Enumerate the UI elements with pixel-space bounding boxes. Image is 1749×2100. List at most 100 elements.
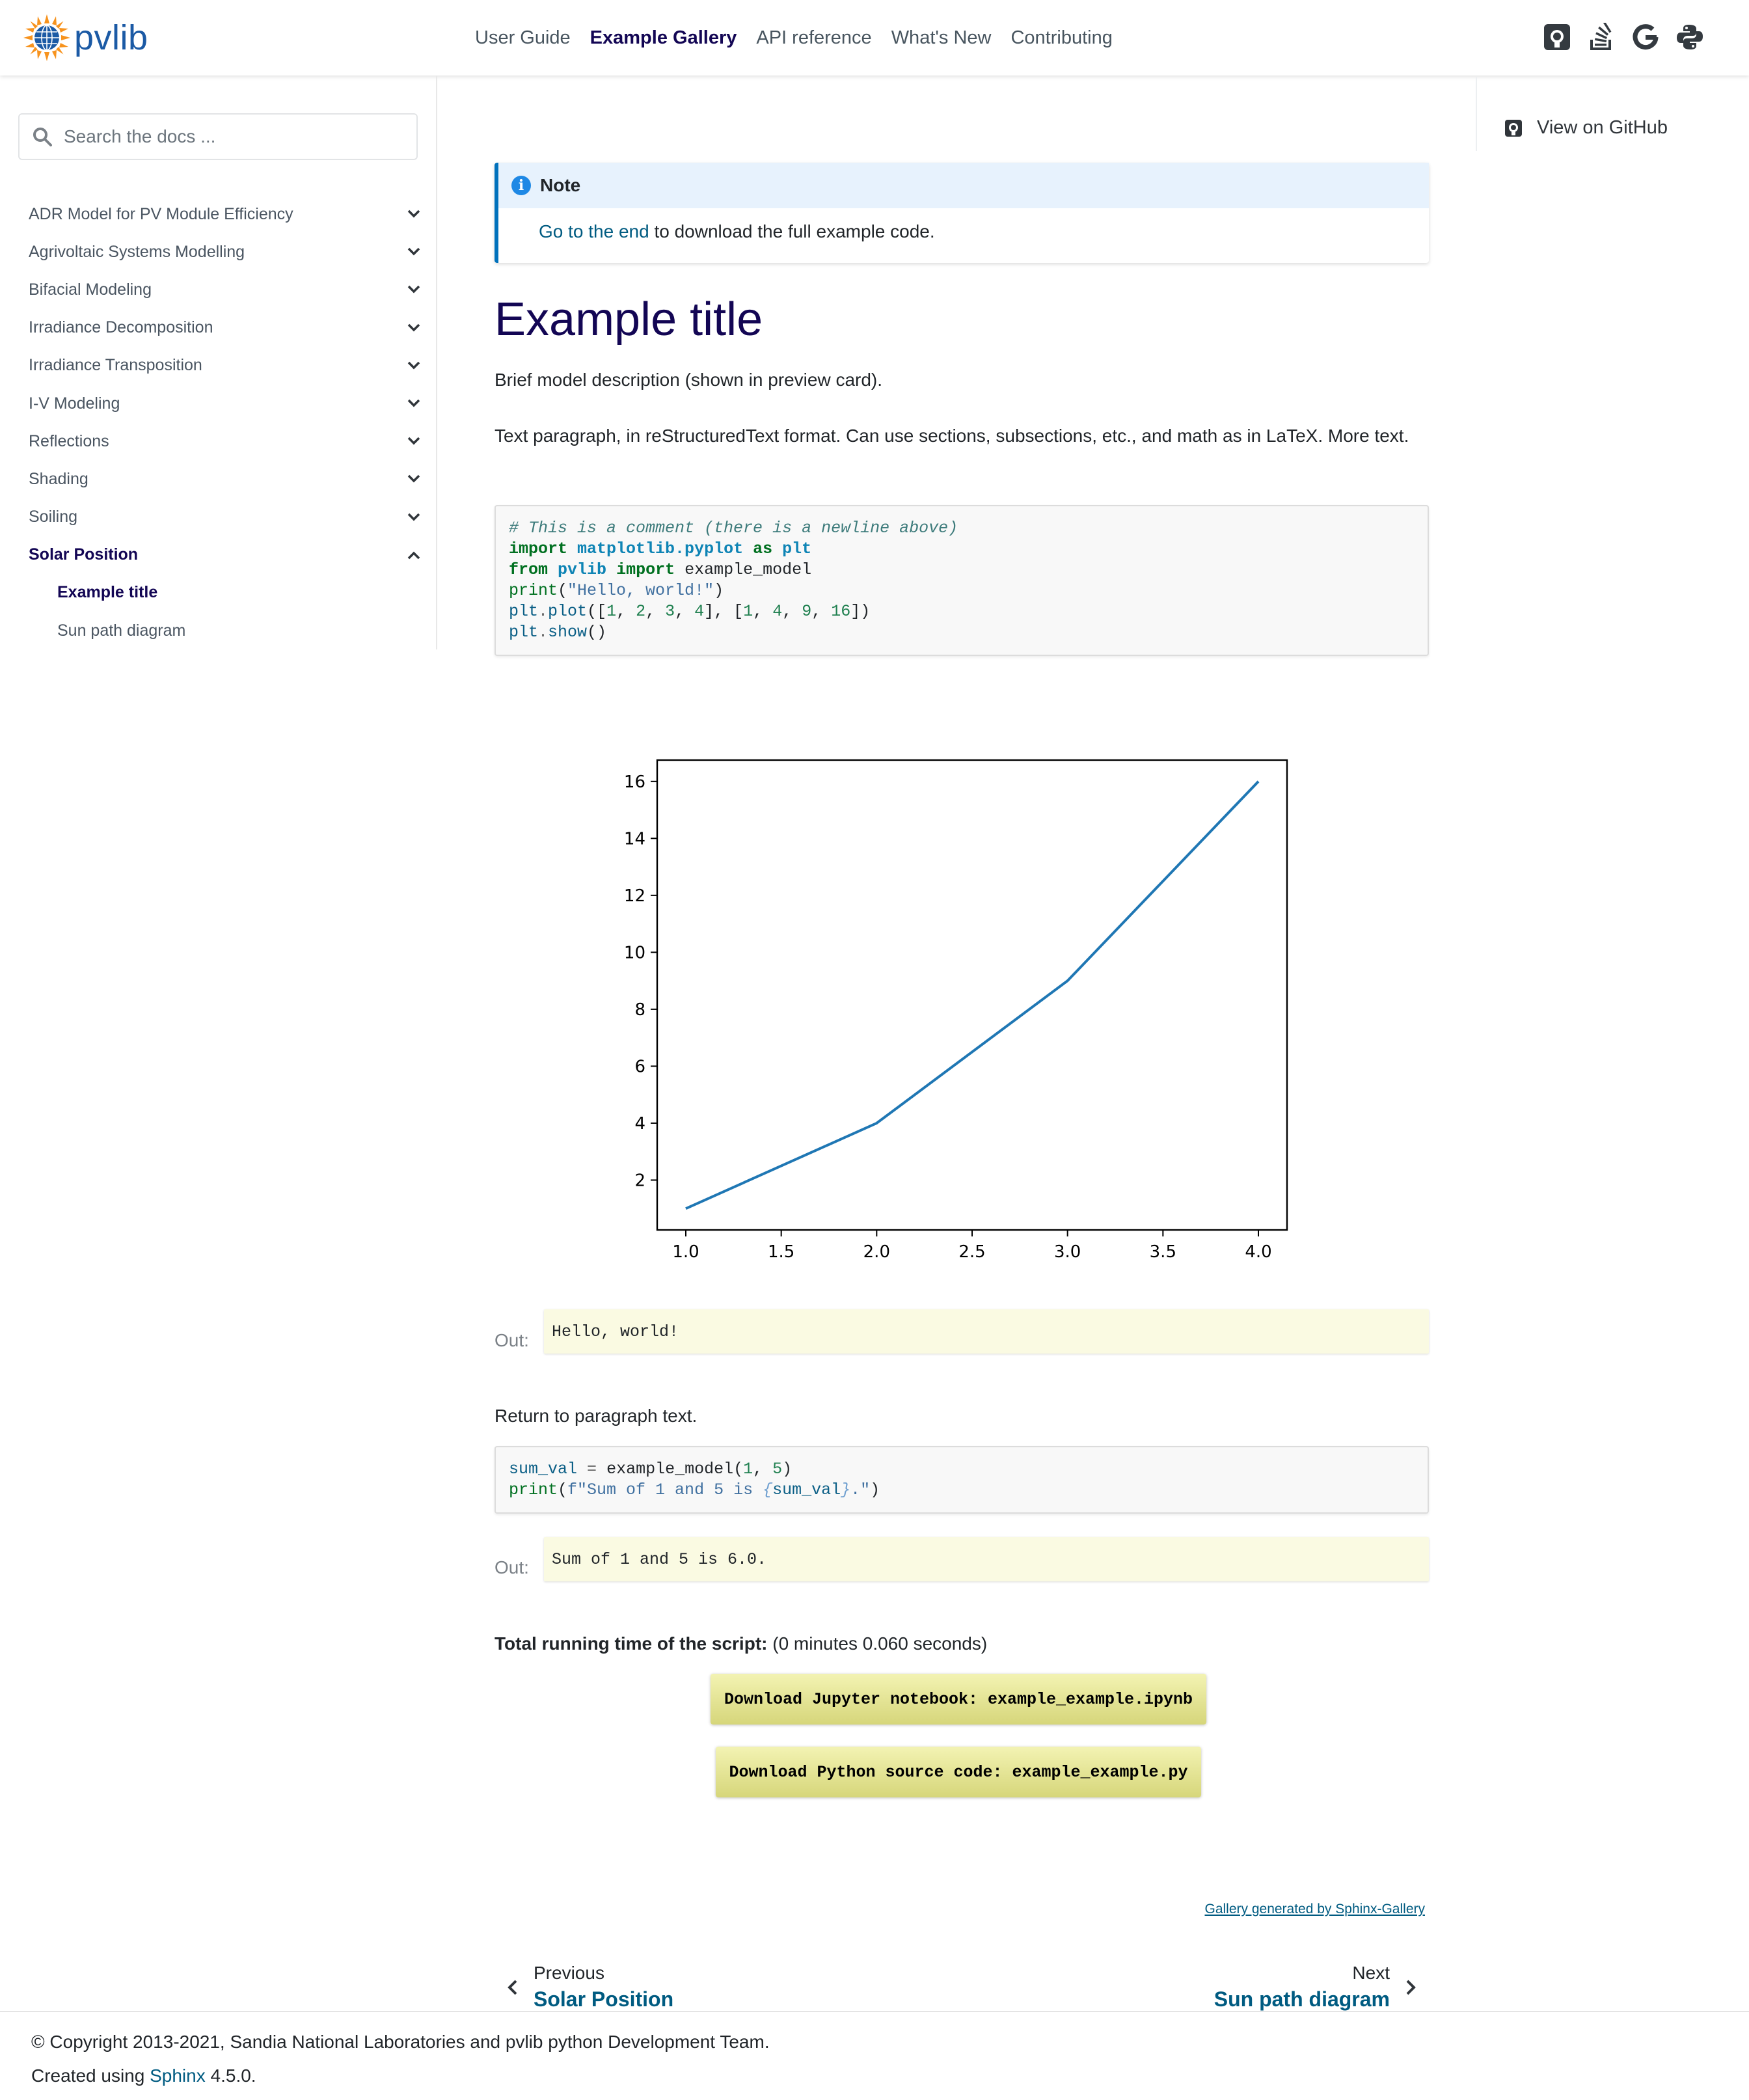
sidebar-item-irradiance-transposition[interactable]: Irradiance Transposition (0, 347, 437, 385)
sidebar-item-reflections[interactable]: Reflections (0, 422, 437, 460)
output-block-2: Sum of 1 and 5 is 6.0. (544, 1537, 1429, 1581)
chevron-down-icon[interactable] (407, 323, 420, 333)
sidebar-subitem-label: Example title (57, 583, 158, 602)
sidebar-item-shading[interactable]: Shading (0, 460, 437, 498)
chevron-down-icon[interactable] (407, 513, 420, 522)
search-input[interactable] (64, 126, 402, 147)
sidebar-item-label: I-V Modeling (29, 394, 120, 413)
y-tick-label: 4 (634, 1114, 645, 1134)
code-block-1[interactable]: # This is a comment (there is a newline … (495, 505, 1429, 656)
right-sidebar: View on GitHub (1476, 77, 1668, 151)
go-to-end-link[interactable]: Go to the end (539, 221, 649, 241)
page-title: Example title (495, 293, 763, 346)
sphinx-gallery-link[interactable]: Gallery generated by Sphinx-Gallery (1204, 1902, 1425, 1916)
sidebar-item-irradiance-decomposition[interactable]: Irradiance Decomposition (0, 309, 437, 347)
y-tick-label: 8 (634, 1000, 645, 1020)
y-tick-label: 6 (634, 1057, 645, 1076)
code-block-2[interactable]: sum_val = example_model(1, 5) print(f"Su… (495, 1446, 1429, 1514)
nav-contributing[interactable]: Contributing (1010, 27, 1113, 48)
github-icon[interactable] (1542, 22, 1572, 52)
info-icon: i (511, 176, 531, 195)
search-box[interactable] (18, 113, 418, 160)
note-text: to download the full example code. (649, 221, 935, 241)
sidebar-toc: ADR Model for PV Module Efficiency Agriv… (0, 195, 437, 649)
pvlib-logo[interactable]: pvlib (23, 14, 148, 61)
python-icon[interactable] (1675, 22, 1705, 52)
sidebar-item-adr-model[interactable]: ADR Model for PV Module Efficiency (0, 195, 437, 233)
running-time-label: Total running time of the script: (495, 1633, 768, 1654)
chevron-down-icon[interactable] (407, 474, 420, 484)
copyright-text: © Copyright 2013-2021, Sandia National L… (31, 2032, 770, 2052)
next-page-link[interactable]: Next Sun path diagram (1214, 1963, 1417, 2011)
sidebar-subitem-sun-path-diagram[interactable]: Sun path diagram (0, 612, 437, 649)
google-groups-icon[interactable] (1631, 22, 1661, 52)
previous-title: Solar Position (534, 1987, 674, 2011)
created-suffix: 4.5.0. (205, 2066, 256, 2086)
nav-user-guide[interactable]: User Guide (475, 27, 571, 48)
view-on-github-label: View on GitHub (1537, 117, 1668, 138)
x-tick-label: 3.0 (1054, 1242, 1081, 1262)
running-time: Total running time of the script: (0 min… (495, 1633, 987, 1654)
model-description: Brief model description (shown in previe… (495, 370, 883, 390)
stackoverflow-icon[interactable] (1586, 22, 1616, 52)
chevron-down-icon[interactable] (407, 285, 420, 294)
chevron-down-icon[interactable] (407, 361, 420, 370)
output-block-1: Hello, world! (544, 1309, 1429, 1354)
download-python-button[interactable]: Download Python source code: example_exa… (716, 1747, 1201, 1797)
logo-text: pvlib (74, 18, 148, 57)
note-admonition: i Note Go to the end to download the ful… (495, 163, 1429, 263)
nav-api-reference[interactable]: API reference (756, 27, 872, 48)
sidebar-item-iv-modeling[interactable]: I-V Modeling (0, 385, 437, 422)
running-time-value: (0 minutes 0.060 seconds) (767, 1633, 988, 1654)
nav-whats-new[interactable]: What's New (891, 27, 992, 48)
sidebar-item-label: Soiling (29, 508, 78, 526)
view-on-github-link[interactable]: View on GitHub (1504, 117, 1668, 139)
x-tick-label: 1.0 (672, 1242, 699, 1262)
y-tick-label: 12 (624, 886, 645, 906)
previous-page-link[interactable]: Previous Solar Position (506, 1963, 673, 2011)
next-label: Next (1352, 1963, 1390, 1983)
created-prefix: Created using (31, 2066, 150, 2086)
chevron-right-icon (1406, 1980, 1416, 1995)
chevron-up-icon[interactable] (407, 551, 420, 560)
y-tick-label: 10 (624, 943, 645, 962)
x-tick-label: 1.5 (768, 1242, 794, 1262)
sidebar-item-label: Shading (29, 469, 88, 488)
chevron-down-icon[interactable] (407, 437, 420, 446)
output-text: Sum of 1 and 5 is 6.0. (552, 1549, 767, 1569)
created-using-text: Created using Sphinx 4.5.0. (31, 2066, 256, 2086)
plot-area-frame (656, 759, 1288, 1231)
chevron-down-icon[interactable] (407, 210, 420, 219)
sidebar-item-soiling[interactable]: Soiling (0, 498, 437, 536)
sidebar-item-label: Irradiance Transposition (29, 356, 202, 375)
main-nav: User Guide Example Gallery API reference… (475, 0, 1132, 75)
sidebar-item-agrivoltaic[interactable]: Agrivoltaic Systems Modelling (0, 233, 437, 271)
sidebar-item-solar-position[interactable]: Solar Position (0, 536, 437, 574)
sidebar-item-label: Reflections (29, 431, 109, 450)
sidebar-item-label: Solar Position (29, 545, 139, 564)
sphinx-link[interactable]: Sphinx (150, 2066, 206, 2086)
sidebar-subitem-example-title[interactable]: Example title (0, 574, 437, 612)
y-tick-label: 2 (634, 1171, 645, 1190)
text-paragraph: Text paragraph, in reStructuredText form… (495, 426, 1409, 446)
chevron-down-icon[interactable] (407, 399, 420, 408)
output-label: Out: (495, 1557, 529, 1577)
download-notebook-button[interactable]: Download Jupyter notebook: example_examp… (711, 1674, 1206, 1725)
y-tick-label: 16 (624, 772, 645, 792)
sun-globe-icon (23, 14, 70, 61)
x-tick-label: 2.5 (958, 1242, 985, 1262)
output-label: Out: (495, 1330, 529, 1350)
note-title-text: Note (540, 175, 581, 195)
nav-icon-links (1542, 22, 1719, 52)
y-tick-label: 14 (624, 829, 645, 849)
sidebar-item-label: Irradiance Decomposition (29, 318, 213, 337)
chevron-left-icon (508, 1980, 517, 1995)
chevron-down-icon[interactable] (407, 247, 420, 256)
nav-example-gallery[interactable]: Example Gallery (590, 27, 737, 48)
sidebar-item-label: Bifacial Modeling (29, 280, 152, 299)
series-line (685, 780, 1260, 1210)
sidebar-item-bifacial[interactable]: Bifacial Modeling (0, 271, 437, 308)
previous-label: Previous (534, 1963, 604, 1983)
note-body: Go to the end to download the full examp… (498, 208, 1429, 242)
sidebar-item-label: ADR Model for PV Module Efficiency (29, 204, 293, 223)
